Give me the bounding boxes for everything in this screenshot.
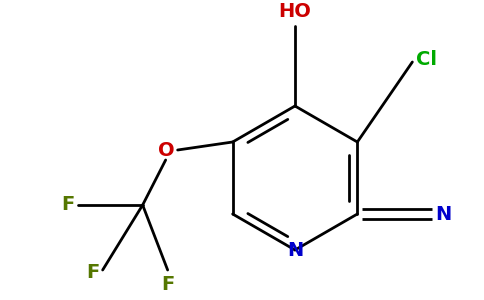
Text: O: O — [158, 140, 175, 160]
Text: HO: HO — [279, 2, 311, 21]
Text: F: F — [61, 196, 75, 214]
Text: Cl: Cl — [416, 50, 438, 70]
Text: N: N — [287, 241, 303, 260]
Text: F: F — [161, 275, 174, 294]
Text: F: F — [87, 263, 100, 283]
Text: N: N — [435, 205, 452, 224]
